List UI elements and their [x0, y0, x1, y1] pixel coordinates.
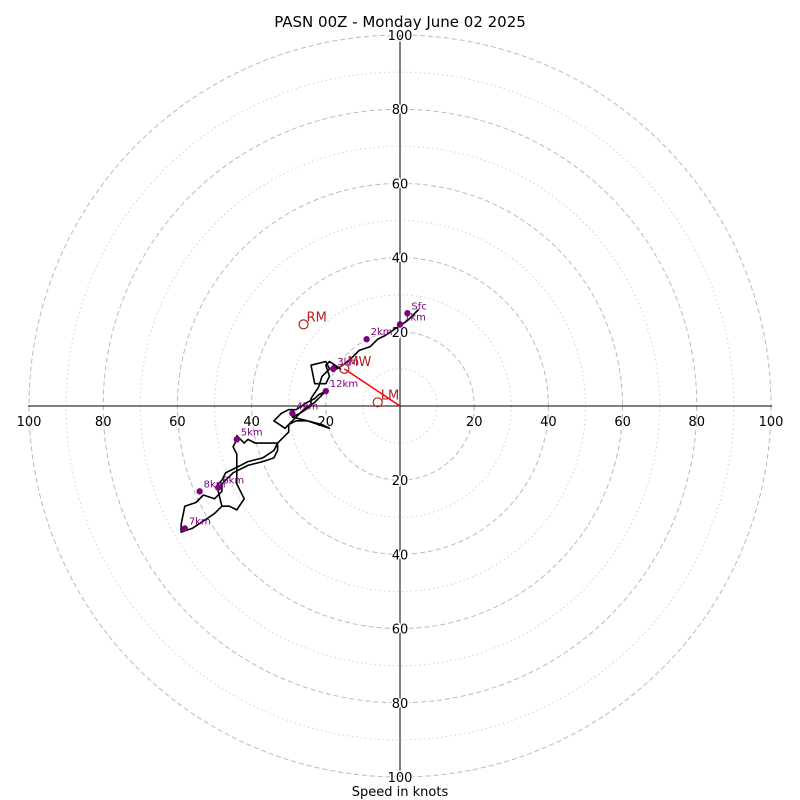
y-tick-up-40: 40 [392, 252, 409, 267]
y-tick-down-60: 60 [392, 623, 409, 638]
storm-label-LM: LM [381, 388, 399, 403]
height-label-7km: 7km [189, 516, 211, 527]
x-tick-left-100: 100 [17, 415, 42, 430]
height-label-12km: 12km [330, 379, 358, 390]
x-axis-label: Speed in knots [352, 785, 449, 800]
x-tick-left-60: 60 [169, 415, 186, 430]
storm-marker-RM [298, 319, 309, 330]
height-label-8km: 8km [204, 479, 226, 490]
height-marker-7km [181, 525, 189, 532]
y-tick-down-40: 40 [392, 548, 409, 563]
height-label-Sfc: Sfc [411, 301, 426, 312]
storm-label-MW: MW [347, 355, 371, 370]
shear-vector-line [343, 368, 401, 407]
height-marker-12km [322, 387, 329, 395]
trace-line [180, 308, 420, 533]
height-label-2km: 2km [371, 327, 393, 338]
y-tick-up-100: 100 [388, 29, 413, 44]
chart-title: PASN 00Z - Monday June 02 2025 [274, 13, 526, 31]
height-marker-4km [289, 410, 296, 417]
y-tick-down-100: 100 [388, 771, 413, 786]
height-marker-8km [196, 488, 203, 495]
y-tick-up-60: 60 [392, 177, 409, 192]
x-tick-left-80: 80 [95, 415, 112, 430]
x-tick-right-100: 100 [759, 415, 784, 430]
height-label-1km: 1km [404, 312, 426, 323]
height-label-5km: 5km [241, 427, 263, 438]
height-marker-3km [330, 365, 337, 373]
y-tick-up-80: 80 [392, 103, 409, 118]
height-label-6km: 6km [222, 476, 244, 487]
storm-marker-LM [372, 397, 383, 408]
x-tick-right-80: 80 [689, 415, 706, 430]
x-tick-right-20: 20 [466, 415, 483, 430]
height-marker-Sfc [404, 310, 411, 317]
height-label-4km: 4km [296, 401, 318, 412]
tick-labels: 20 40 60 80 10020406080100204060801002040608… [17, 28, 784, 788]
height-marker-5km [233, 436, 240, 443]
storm-motion-markers: RM LM MW [298, 310, 399, 408]
height-marker-1km [396, 321, 404, 328]
y-tick-down-80: 80 [392, 697, 409, 712]
height-marker-2km [363, 336, 370, 343]
shear-vector [343, 368, 401, 407]
y-tick-up-20: 20 [392, 326, 409, 341]
storm-label-RM: RM [307, 310, 327, 325]
height-marker-6km [215, 484, 222, 491]
x-tick-right-60: 60 [614, 415, 631, 430]
x-tick-left-40: 40 [243, 415, 260, 430]
y-tick-down-20: 20 [392, 474, 409, 489]
height-label-3km: 3km [337, 357, 359, 368]
storm-marker-MW [339, 363, 350, 374]
x-tick-right-40: 40 [540, 415, 557, 430]
hodograph-trace [180, 308, 420, 533]
